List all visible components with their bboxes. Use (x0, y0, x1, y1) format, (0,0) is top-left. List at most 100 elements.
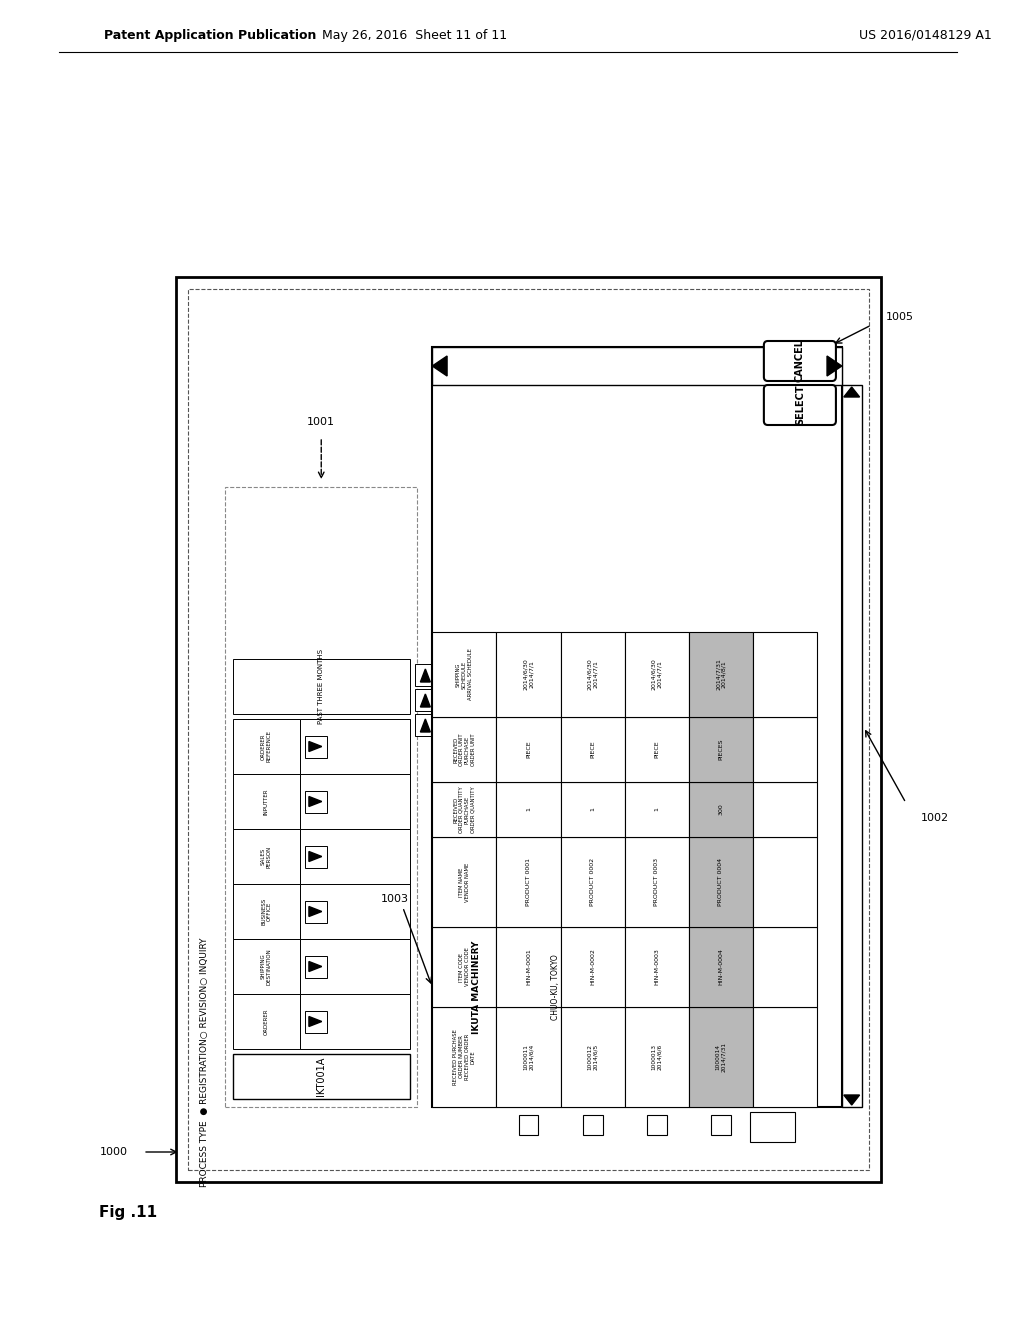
Bar (432, 632, 497, 717)
Text: SHIPPING
SCHEDULE
ARRIVAL SCHEDULE: SHIPPING SCHEDULE ARRIVAL SCHEDULE (456, 648, 473, 701)
Polygon shape (827, 356, 842, 376)
Polygon shape (844, 387, 859, 397)
Text: 2014/6/30
2014/7/1: 2014/6/30 2014/7/1 (587, 659, 598, 690)
Bar (497, 717, 560, 781)
Text: HIN-M-0004: HIN-M-0004 (719, 949, 723, 986)
Bar (300, 939, 410, 994)
Text: PAST THREE MONTHS: PAST THREE MONTHS (318, 649, 325, 723)
Bar (305, 735, 327, 758)
Text: PRODUCT 0002: PRODUCT 0002 (590, 858, 595, 906)
Text: 2014/6/30
2014/7/1: 2014/6/30 2014/7/1 (651, 659, 663, 690)
Polygon shape (432, 356, 447, 376)
Bar (526, 946, 586, 1027)
Bar (753, 837, 817, 927)
Text: PIECE: PIECE (654, 741, 659, 758)
Text: 1000012
2014/6/5: 1000012 2014/6/5 (587, 1044, 598, 1071)
Text: PIECES: PIECES (719, 739, 723, 760)
Bar (753, 1007, 817, 1107)
Bar (305, 900, 327, 923)
Text: RECEIVED
ORDER QUANTITY
PURCHASE
ORDER QUANTITY: RECEIVED ORDER QUANTITY PURCHASE ORDER Q… (454, 787, 475, 833)
Bar (187, 289, 869, 1170)
Bar (753, 717, 817, 781)
Bar (497, 1007, 560, 1107)
Bar (232, 719, 300, 774)
Bar (232, 884, 300, 939)
Bar (232, 939, 300, 994)
Bar (689, 717, 753, 781)
Bar (497, 927, 560, 1007)
Text: ORDERER: ORDERER (264, 1008, 269, 1035)
Bar (415, 664, 436, 686)
Text: CANCEL: CANCEL (795, 339, 805, 383)
Bar (625, 781, 689, 837)
Bar (689, 632, 753, 717)
Bar (560, 781, 625, 837)
Bar (300, 994, 410, 1049)
Text: 1: 1 (590, 808, 595, 812)
Text: 1: 1 (526, 808, 531, 812)
Bar (625, 1007, 689, 1107)
Text: 1003: 1003 (381, 894, 409, 904)
Text: Patent Application Publication: Patent Application Publication (103, 29, 316, 41)
Text: 1000014
2014/7/31: 1000014 2014/7/31 (716, 1041, 726, 1072)
Polygon shape (421, 669, 430, 682)
Bar (432, 837, 497, 927)
Text: ORDERER
REFERENCE: ORDERER REFERENCE (261, 730, 272, 763)
Bar (432, 1007, 497, 1107)
Bar (432, 347, 842, 385)
Bar (753, 927, 817, 1007)
Bar (689, 781, 753, 837)
Bar (300, 719, 410, 774)
Bar (305, 791, 327, 813)
Text: HIN-M-0001: HIN-M-0001 (526, 949, 531, 985)
Bar (232, 829, 300, 884)
Text: 2014/7/31
2014/8/1: 2014/7/31 2014/8/1 (716, 659, 726, 690)
Text: PRODUCT 0004: PRODUCT 0004 (719, 858, 723, 906)
Bar (497, 781, 560, 837)
Bar (625, 717, 689, 781)
Text: 1002: 1002 (921, 813, 949, 824)
Polygon shape (309, 1016, 322, 1027)
Bar (305, 956, 327, 978)
Text: SHIPPING
DESTINATION: SHIPPING DESTINATION (261, 948, 272, 985)
Bar (689, 837, 753, 927)
Text: INPUTTER: INPUTTER (264, 788, 269, 814)
Bar (560, 1007, 625, 1107)
Text: PIECE: PIECE (526, 741, 531, 758)
Text: PROCESS TYPE  ● REGISTRATION○ REVISION○ INQUIRY: PROCESS TYPE ● REGISTRATION○ REVISION○ I… (201, 937, 209, 1187)
Bar (415, 714, 436, 737)
Bar (497, 632, 560, 717)
Bar (625, 632, 689, 717)
Text: BUSINESS
OFFICE: BUSINESS OFFICE (261, 898, 272, 925)
Text: 1001: 1001 (307, 417, 335, 426)
Polygon shape (309, 742, 322, 751)
Bar (497, 837, 560, 927)
Bar (753, 781, 817, 837)
Text: SALES
PERSON: SALES PERSON (261, 845, 272, 867)
Text: ITEM NAME
VENDOR NAME: ITEM NAME VENDOR NAME (459, 862, 470, 902)
Bar (300, 829, 410, 884)
Bar (232, 994, 300, 1049)
Text: PIECE: PIECE (590, 741, 595, 758)
Polygon shape (309, 851, 322, 862)
Text: 300: 300 (719, 804, 723, 816)
Polygon shape (309, 907, 322, 916)
Text: PRODUCT 0001: PRODUCT 0001 (526, 858, 531, 906)
Bar (432, 927, 497, 1007)
Text: 1: 1 (654, 808, 659, 812)
Bar (305, 846, 327, 867)
Text: HIN-M-0002: HIN-M-0002 (590, 949, 595, 986)
Bar (583, 1115, 602, 1135)
Text: ITEM CODE
VENDOR CODE: ITEM CODE VENDOR CODE (459, 948, 470, 986)
FancyBboxPatch shape (764, 341, 836, 381)
Bar (415, 689, 436, 711)
Bar (176, 277, 882, 1181)
Bar (432, 946, 521, 1027)
Text: PRODUCT 0003: PRODUCT 0003 (654, 858, 659, 906)
Text: IKUTA MACHINERY: IKUTA MACHINERY (472, 940, 481, 1034)
Bar (625, 927, 689, 1007)
Bar (711, 1115, 731, 1135)
Text: 2014/6/30
2014/7/1: 2014/6/30 2014/7/1 (523, 659, 534, 690)
Polygon shape (844, 1096, 859, 1105)
Bar (305, 1011, 327, 1032)
